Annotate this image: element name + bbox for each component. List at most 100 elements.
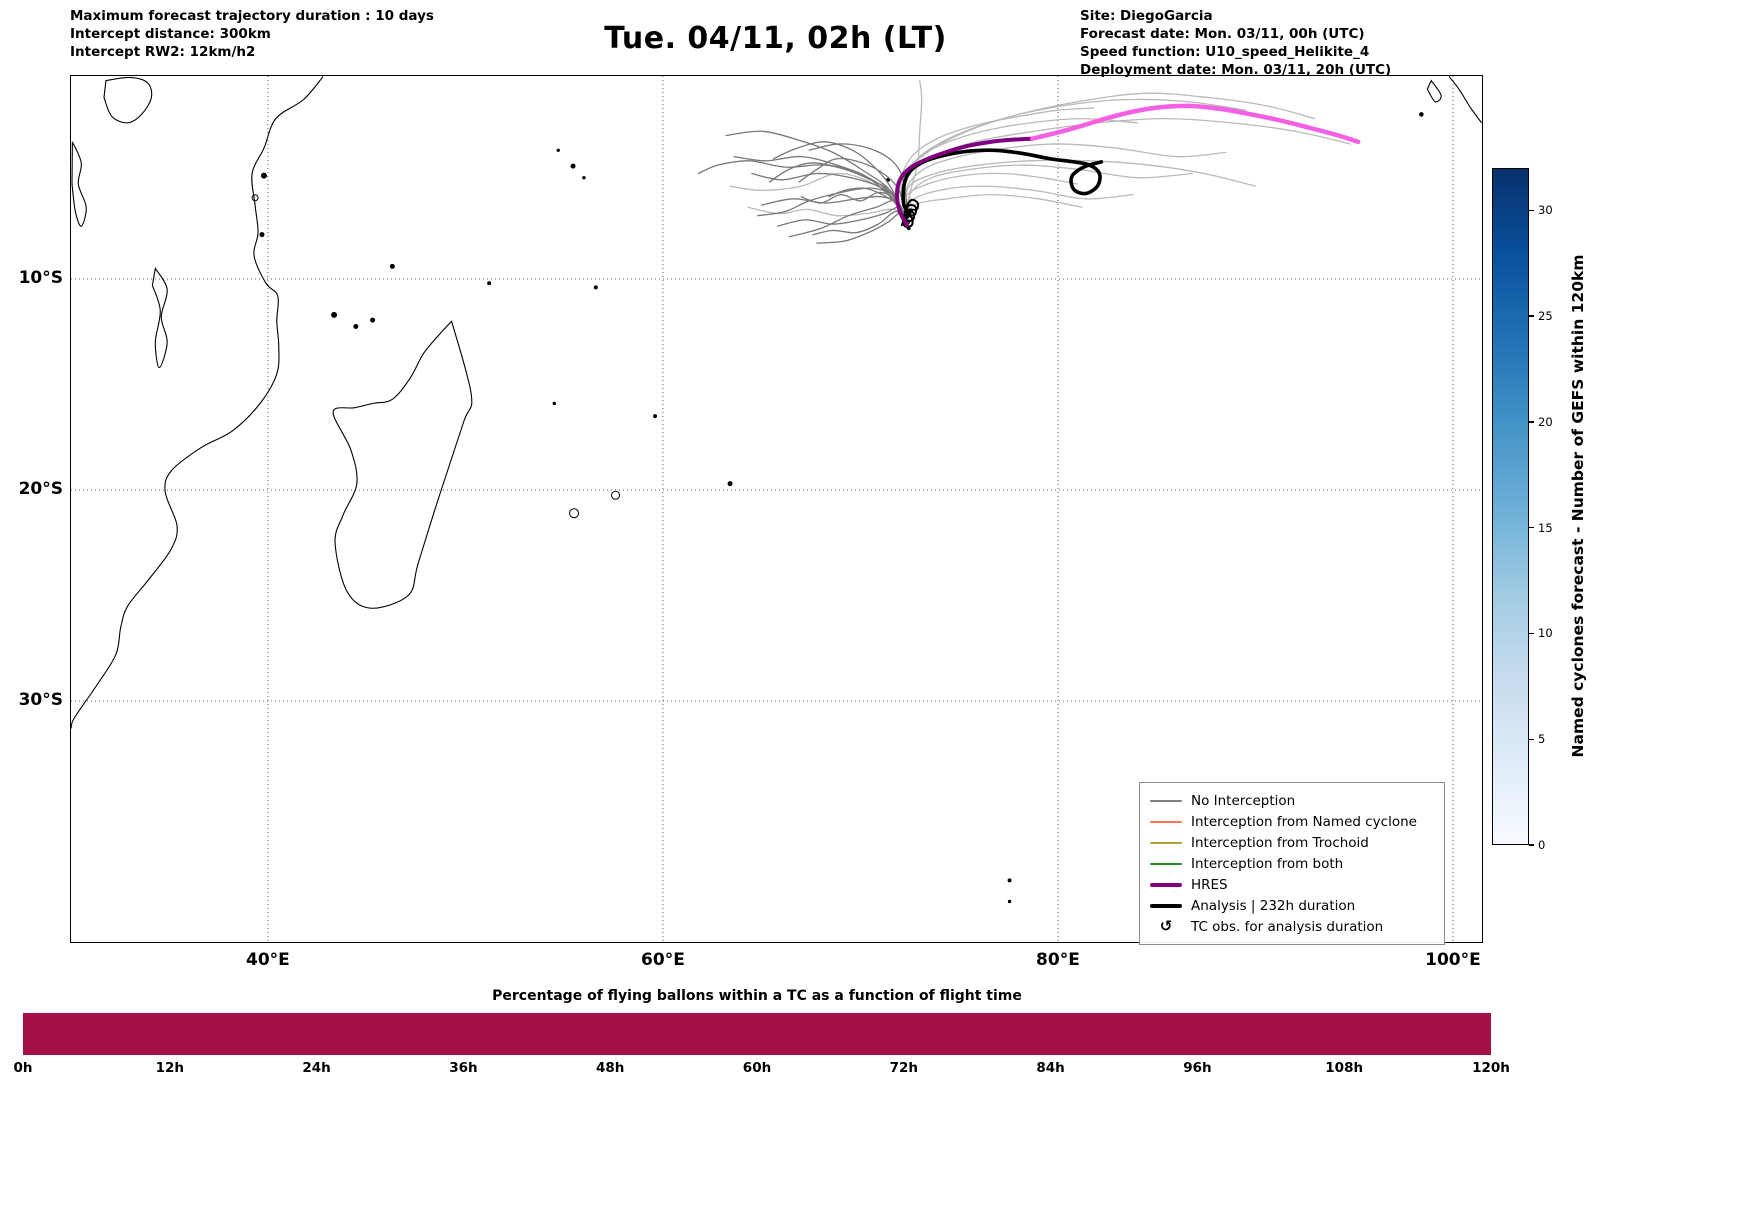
- coastline: [1448, 76, 1482, 124]
- legend-line-sample: [1150, 841, 1182, 844]
- legend-item: No Interception: [1150, 790, 1434, 811]
- map-canvas: [71, 76, 1482, 942]
- colorbar-tick: [1529, 632, 1534, 635]
- legend-line-sample: [1150, 903, 1182, 908]
- param-duration: Maximum forecast trajectory duration : 1…: [70, 8, 434, 24]
- trajectory-gefs-light: [906, 164, 1193, 223]
- trajectory-gefs-dark: [768, 162, 909, 223]
- colorbar-label: Named cyclones forecast - Number of GEFS…: [1569, 254, 1587, 758]
- trajectory-map: No Interception Interception from Named c…: [19, 75, 1483, 970]
- legend-line-sample: [1150, 882, 1182, 887]
- small-island: [569, 508, 580, 519]
- legend-line: [1150, 862, 1182, 865]
- x-tick-label: 40°E: [246, 950, 290, 970]
- colorbar-tick: [1529, 738, 1534, 741]
- colorbar-tick-label: 5: [1538, 732, 1546, 747]
- flight-time-chart: [23, 1013, 1491, 1055]
- legend-line: [1150, 841, 1182, 844]
- small-island: [1007, 899, 1012, 904]
- legend-line: [1150, 820, 1182, 823]
- legend-item: Analysis | 232h duration: [1150, 895, 1434, 916]
- trajectory-gefs-dark: [812, 210, 909, 236]
- colorbar-tick-label: 15: [1538, 520, 1553, 535]
- legend-line: [1150, 903, 1182, 908]
- trajectory-gefs-dark: [798, 157, 909, 223]
- small-island: [570, 163, 576, 169]
- flight-time-tick-label: 48h: [595, 1060, 625, 1076]
- legend-label: No Interception: [1191, 792, 1296, 809]
- forecast-params: Maximum forecast trajectory duration : 1…: [70, 7, 434, 61]
- small-island: [370, 317, 376, 323]
- legend-line: [1150, 882, 1182, 887]
- map-legend: No Interception Interception from Named c…: [1139, 782, 1445, 945]
- trajectory-gefs-light: [902, 92, 1316, 223]
- small-island: [353, 323, 359, 329]
- legend-line-sample: [1150, 799, 1182, 802]
- legend-label: Interception from both: [1191, 855, 1344, 872]
- colorbar-tick-label: 30: [1538, 203, 1553, 218]
- trajectory-gefs-light: [904, 172, 1079, 223]
- island-outline: [1426, 79, 1442, 103]
- trajectory-gefs-dark: [816, 210, 909, 244]
- site-info: Site: DiegoGarcia Forecast date: Mon. 03…: [1080, 7, 1391, 79]
- colorbar-tick-label: 25: [1538, 309, 1553, 324]
- speed-function: Speed function: U10_speed_Helikite_4: [1080, 44, 1370, 61]
- colorbar-tick-label: 0: [1538, 838, 1546, 852]
- trajectory-gefs-light: [907, 193, 1083, 223]
- colorbar-tick-label: 10: [1538, 626, 1553, 641]
- colorbar-tick-label: 20: [1538, 414, 1553, 429]
- plot-title: Tue. 04/11, 02h (LT): [604, 21, 947, 56]
- y-tick-label: 10°S: [18, 267, 63, 288]
- trajectory-gefs-dark: [788, 199, 909, 238]
- small-island: [556, 148, 560, 152]
- tc-percentage-bar: [23, 1013, 1491, 1055]
- legend-label: HRES: [1191, 876, 1228, 893]
- flight-time-tick-label: 0h: [13, 1060, 33, 1076]
- small-island: [611, 490, 621, 500]
- x-tick-label: 100°E: [1425, 950, 1481, 970]
- small-island: [593, 285, 598, 290]
- flight-time-tick-label: 96h: [1183, 1060, 1212, 1076]
- colorbar-tick: [1529, 526, 1534, 529]
- deployment-date: Deployment date: Mon. 03/11, 20h (UTC): [1080, 62, 1392, 79]
- y-tick-label: 30°S: [18, 690, 63, 711]
- trajectory-gefs-light: [907, 79, 923, 223]
- trajectory-gefs-light: [899, 107, 1095, 223]
- trajectory-gefs-light: [904, 143, 1227, 223]
- flight-time-tick-label: 72h: [889, 1060, 918, 1076]
- small-island: [260, 172, 267, 179]
- legend-label: TC obs. for analysis duration: [1191, 918, 1384, 935]
- small-island: [552, 401, 557, 406]
- legend-line-sample: [1150, 862, 1182, 865]
- trajectory-cyclone-track: [1030, 103, 1361, 145]
- flight-time-tick-label: 36h: [449, 1060, 478, 1076]
- legend-line: [1150, 799, 1182, 802]
- colorbar-tick: [1529, 315, 1534, 317]
- colorbar-tick: [1529, 421, 1534, 423]
- x-tick-label: 60°E: [641, 950, 685, 970]
- legend-item: Interception from both: [1150, 853, 1434, 874]
- trajectory-gefs-dark: [800, 191, 909, 223]
- legend-label: Analysis | 232h duration: [1191, 897, 1356, 914]
- small-island: [1419, 112, 1424, 117]
- flight-time-tick-label: 120h: [1472, 1060, 1510, 1076]
- legend-item: Interception from Named cyclone: [1150, 811, 1434, 832]
- small-island: [1007, 878, 1012, 883]
- trajectory-gefs-light: [907, 185, 1134, 223]
- trajectory-gefs-light: [747, 206, 909, 223]
- site-name: Site: DiegoGarcia: [1080, 8, 1213, 24]
- legend-item: HRES: [1150, 874, 1434, 895]
- y-tick-label: 20°S: [18, 479, 63, 499]
- colorbar-gradient: [1492, 168, 1529, 845]
- flight-time-tick-label: 12h: [155, 1060, 184, 1076]
- small-island: [582, 176, 586, 180]
- small-island: [653, 414, 658, 419]
- param-intercept-rw2: Intercept RW2: 12km/h2: [70, 44, 256, 61]
- island-outline: [332, 320, 473, 609]
- tc-obs-icon: ↺: [1150, 919, 1182, 934]
- trajectory-gefs-light: [903, 117, 1138, 223]
- island-outline: [71, 141, 87, 227]
- small-island: [331, 311, 338, 318]
- small-island: [251, 194, 259, 202]
- param-intercept-distance: Intercept distance: 300km: [70, 26, 271, 43]
